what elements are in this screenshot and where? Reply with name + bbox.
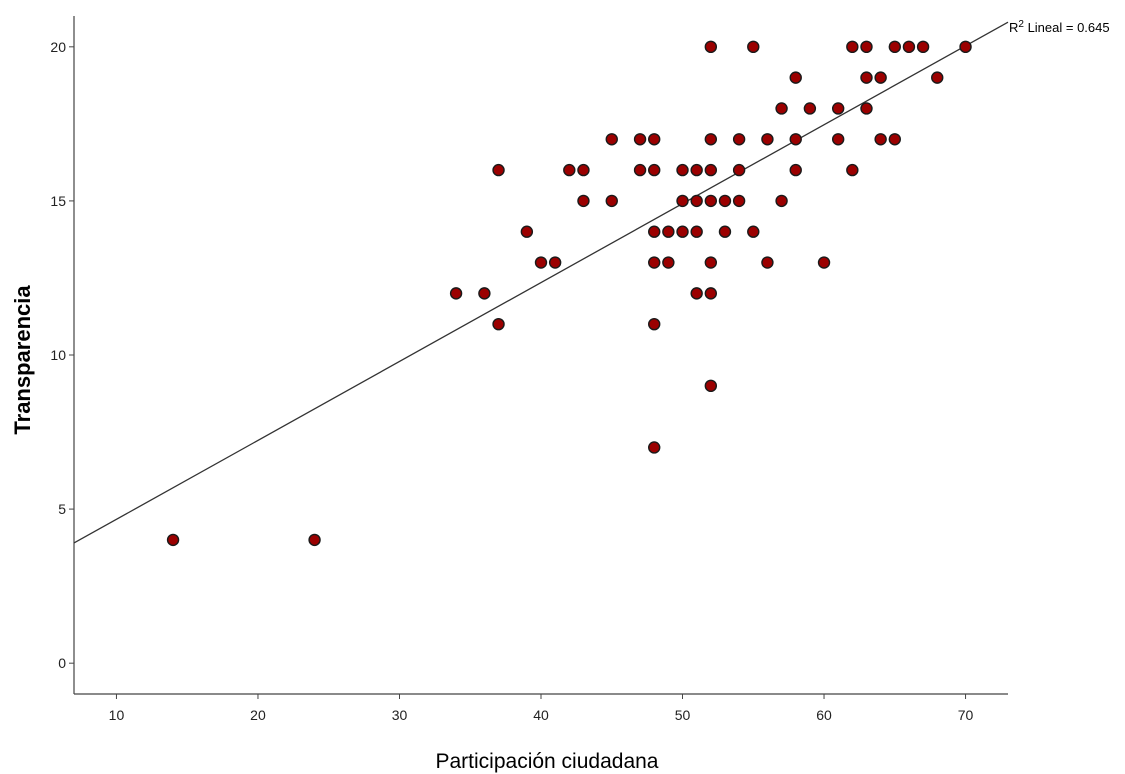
y-axis-title: Transparencia [10,285,35,435]
axes: 10 20 30 40 50 60 70 0 5 10 15 20 [50,16,1008,723]
data-point [704,379,718,393]
data-point [662,225,675,238]
data-point [577,194,590,208]
data-point [761,133,774,146]
data-point [789,163,802,177]
data-point [166,533,180,547]
data-point [308,533,321,547]
data-point [704,194,718,208]
r-squared-value: Lineal = 0.645 [1024,20,1110,35]
data-point [761,256,774,269]
x-tick-label: 60 [816,707,832,723]
r-squared-superscript: 2 [1018,19,1024,30]
data-point [846,40,859,54]
r-squared-prefix: R [1009,20,1018,35]
data-point [732,163,746,177]
data-point [520,225,534,238]
data-point [888,40,901,54]
x-tick-label: 40 [533,707,549,723]
data-point [690,287,703,300]
data-point [860,71,873,84]
data-point [676,225,689,238]
data-point [732,194,746,208]
x-axis-title: Participación ciudadana [436,750,659,773]
y-tick-label: 0 [58,655,66,671]
data-point [888,133,901,146]
data-point [718,225,732,238]
data-point [605,133,618,146]
data-point [874,133,887,146]
data-point [492,317,505,331]
data-point [803,102,817,115]
data-point [747,40,760,54]
data-point [860,40,873,54]
data-point [704,256,718,269]
y-tick-label: 15 [50,193,66,209]
data-point [959,40,972,54]
data-point [831,133,845,146]
x-tick-label: 20 [250,707,266,723]
y-tick-label: 20 [50,39,66,55]
x-tick-label: 50 [675,707,691,723]
data-point [817,256,831,269]
data-point [648,441,661,454]
fit-line [73,21,1009,544]
data-point [704,287,718,300]
data-point [874,71,887,84]
data-point [676,194,689,208]
data-point [662,256,675,269]
data-point [449,287,463,300]
data-point [775,194,788,208]
data-point [534,256,548,269]
data-point [831,102,845,115]
data-point [916,40,930,54]
data-point [860,102,873,115]
data-point [492,163,505,177]
data-point [577,163,590,177]
data-point [648,163,661,177]
data-point [690,194,703,208]
data-point [732,133,746,146]
x-tick-label: 30 [392,707,408,723]
data-point [648,256,661,269]
data-point [775,102,788,115]
fit-line-group [73,21,1009,544]
data-point [563,163,576,177]
data-point [704,133,718,146]
data-point [789,133,802,146]
data-point [633,133,647,146]
data-point [704,163,718,177]
data-point [548,256,562,269]
data-point [676,163,689,177]
data-point [704,40,718,54]
data-point [633,163,647,177]
y-tick-label: 10 [50,347,66,363]
data-point [648,133,661,146]
x-tick-label: 10 [109,707,125,723]
x-tick-label: 70 [958,707,974,723]
data-point [690,225,703,238]
data-point [931,71,944,84]
data-point [478,287,491,300]
r-squared-label: R2 Lineal = 0.645 [1009,19,1110,35]
data-point [902,40,916,54]
data-point [605,194,618,208]
data-point [648,225,661,238]
data-point [789,71,802,84]
data-point [846,163,859,177]
data-point [690,163,703,177]
data-point [648,317,661,331]
y-tick-label: 5 [58,501,66,517]
data-points [166,40,972,547]
data-point [718,194,732,208]
data-point [747,225,760,238]
